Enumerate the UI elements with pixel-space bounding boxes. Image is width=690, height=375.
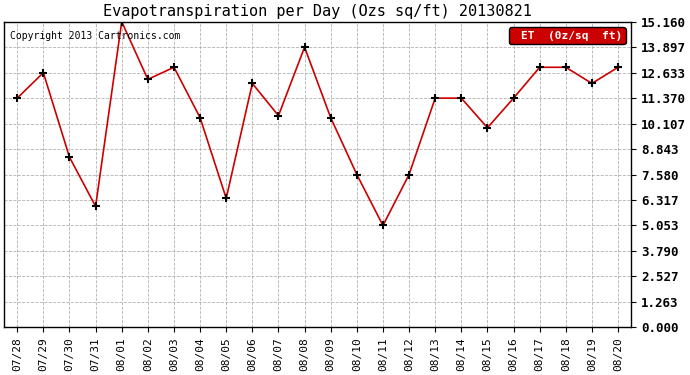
Title: Evapotranspiration per Day (Ozs sq/ft) 20130821: Evapotranspiration per Day (Ozs sq/ft) 2…	[104, 4, 532, 19]
Legend: ET  (0z/sq  ft): ET (0z/sq ft)	[509, 27, 626, 44]
Text: Copyright 2013 Cartronics.com: Copyright 2013 Cartronics.com	[10, 31, 181, 41]
